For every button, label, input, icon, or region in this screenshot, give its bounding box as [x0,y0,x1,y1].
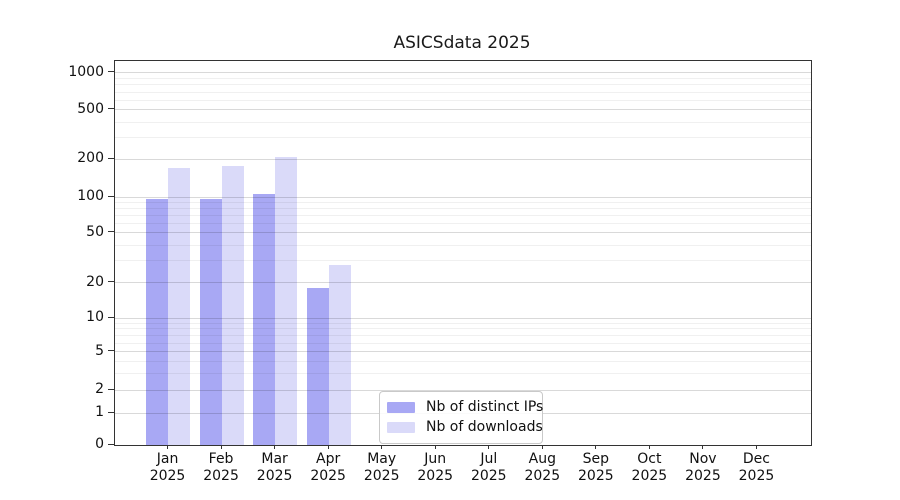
x-tick-mark [381,445,383,449]
y-tick-mark [108,350,114,352]
y-tick-label: 20 [86,273,104,290]
y-tick-mark [108,411,114,413]
x-tick-label-sep: Sep 2025 [568,451,624,485]
bar-ips-jan [146,199,169,445]
bar-ips-apr [306,288,329,445]
x-tick-year: 2025 [363,468,400,484]
x-tick-mark [220,445,222,449]
x-tick-mark [541,445,543,449]
legend: Nb of distinct IPs Nb of downloads [379,391,543,444]
bar-downloads-apr [328,264,351,445]
y-tick-label: 10 [86,309,104,325]
x-tick-mark [274,445,276,449]
x-tick-mark [755,445,757,449]
legend-swatch-downloads [387,421,415,433]
x-tick-year: 2025 [631,468,668,484]
x-tick-month: Nov [689,451,717,467]
x-tick-year: 2025 [524,468,561,484]
y-tick-label: 5 [95,342,104,359]
x-tick-month: Oct [637,451,662,467]
y-tick-label: 500 [77,100,104,117]
x-tick-year: 2025 [149,468,186,484]
legend-label-downloads: Nb of downloads [426,419,543,435]
x-tick-label-oct: Oct 2025 [621,451,677,485]
legend-item-distinct-ips: Nb of distinct IPs [380,397,544,417]
x-tick-mark [648,445,650,449]
y-tick-label: 200 [77,150,104,167]
x-tick-label-jan: Jan 2025 [140,451,196,485]
bar-ips-mar [253,194,276,445]
y-tick-mark [108,108,114,110]
plot-area [114,60,812,446]
y-tick-label: 50 [86,223,104,240]
x-tick-label-feb: Feb 2025 [193,451,249,485]
x-tick-month: Feb [208,451,234,467]
bars-layer [115,61,811,445]
x-tick-year: 2025 [203,468,239,484]
y-tick-mark [108,195,114,197]
y-tick-label: 2 [95,381,104,397]
x-tick-mark [167,445,169,449]
x-tick-label-dec: Dec 2025 [728,451,784,485]
x-tick-label-apr: Apr 2025 [300,451,356,485]
x-tick-mark [434,445,436,449]
chart-title: ASICSdata 2025 [393,33,531,53]
y-tick-label: 100 [77,188,104,204]
x-tick-label-aug: Aug 2025 [514,451,570,485]
x-tick-month: Aug [528,451,556,467]
x-tick-month: Mar [261,451,288,467]
x-tick-label-mar: Mar 2025 [247,451,303,485]
x-tick-label-may: May 2025 [354,451,410,485]
x-tick-month: Sep [582,451,610,467]
y-tick-label: 0 [95,436,104,452]
x-tick-label-nov: Nov 2025 [675,451,731,485]
y-tick-label: 1000 [68,63,104,80]
y-tick-label: 1 [95,404,104,420]
y-tick-mark [108,231,114,233]
y-tick-mark [108,443,114,445]
bar-ips-feb [199,199,222,445]
x-tick-month: Jul [480,451,498,467]
x-tick-mark [702,445,704,449]
y-tick-mark [108,316,114,318]
x-tick-year: 2025 [685,468,721,484]
bar-downloads-jan [168,167,191,445]
y-tick-mark [108,388,114,390]
x-tick-year: 2025 [310,468,346,484]
y-tick-mark [108,157,114,159]
x-tick-mark [595,445,597,449]
x-tick-mark [327,445,329,449]
x-tick-month: Jan [156,451,179,467]
legend-item-downloads: Nb of downloads [380,417,543,437]
legend-label-ips: Nb of distinct IPs [426,399,544,415]
x-tick-label-jul: Jul 2025 [461,451,517,485]
x-tick-month: May [367,451,397,467]
legend-swatch-ips [387,401,415,413]
y-tick-mark [108,71,114,73]
x-tick-year: 2025 [470,468,507,484]
x-tick-label-jun: Jun 2025 [407,451,463,485]
bar-downloads-feb [221,166,244,445]
x-tick-year: 2025 [256,468,293,484]
y-tick-mark [108,281,114,283]
x-tick-year: 2025 [417,468,454,484]
x-tick-month: Apr [316,451,341,467]
x-tick-mark [488,445,490,449]
x-tick-month: Dec [742,451,770,467]
bar-downloads-mar [275,157,298,445]
x-tick-month: Jun [424,451,447,467]
x-tick-year: 2025 [738,468,775,484]
x-tick-year: 2025 [578,468,614,484]
